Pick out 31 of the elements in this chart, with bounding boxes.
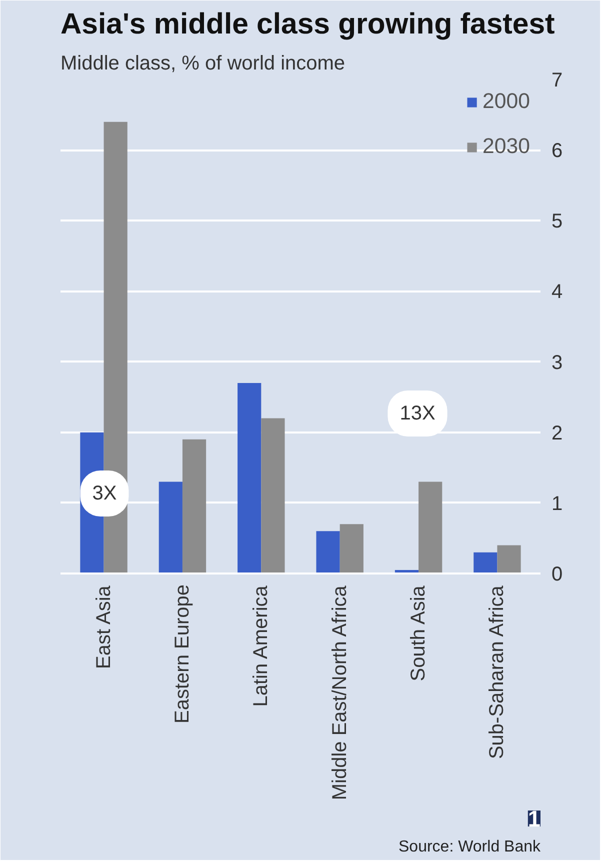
y-tick-label: 0 — [552, 564, 563, 586]
chart-title: Asia's middle class growing fastest — [60, 8, 556, 40]
annotation: 13X — [400, 402, 436, 424]
bar — [474, 552, 498, 574]
x-tick-label: South Asia — [408, 584, 430, 682]
bar — [497, 545, 521, 574]
x-tick-label: Latin America — [250, 584, 272, 707]
bar — [340, 524, 364, 574]
bar — [182, 439, 206, 574]
text: 1 — [528, 806, 541, 832]
legend-label: 2030 — [482, 134, 530, 159]
y-tick-label: 4 — [552, 281, 563, 304]
source-note: Source: World Bank — [398, 838, 542, 856]
x-tick-label: Middle East/North Africa — [328, 584, 351, 800]
x-tick-label: Sub-Saharan Africa — [486, 584, 508, 760]
bar — [158, 482, 182, 574]
y-tick-label: 5 — [552, 210, 563, 233]
y-tick-label: 1 — [552, 492, 563, 515]
bar — [418, 482, 442, 574]
bar — [238, 382, 262, 574]
bar — [261, 418, 285, 574]
legend-label: 2000 — [482, 89, 530, 114]
y-tick-label: 3 — [552, 352, 563, 374]
x-tick-label: Eastern Europe — [171, 584, 194, 724]
y-tick-label: 7 — [552, 70, 563, 92]
bar — [316, 531, 340, 574]
chart-subtitle: Middle class, % of world income — [60, 52, 346, 74]
annotation: 3X — [92, 482, 117, 504]
y-tick-label: 6 — [552, 140, 563, 162]
x-tick-label: East Asia — [92, 584, 115, 669]
y-tick-label: 2 — [552, 422, 563, 444]
